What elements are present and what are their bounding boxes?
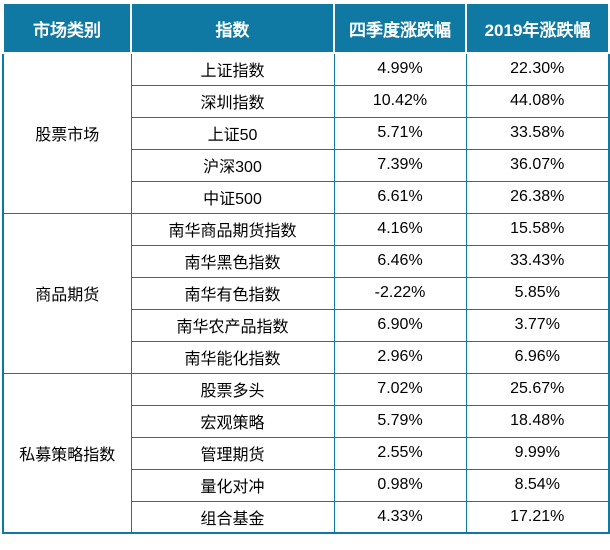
- index-name-cell: 南华农产品指数: [130, 308, 335, 342]
- q4-change-cell: 6.90%: [333, 308, 467, 342]
- index-name-cell: 南华商品期货指数: [130, 212, 335, 246]
- y2019-change-cell: 3.77%: [465, 308, 610, 342]
- y2019-change-cell: 36.07%: [465, 148, 610, 182]
- category-cell-private-strategy-index: 私募策略指数: [2, 372, 132, 534]
- index-name-cell: 量化对冲: [130, 468, 335, 502]
- table-row: 南华能化指数 2.96% 6.96%: [3, 340, 610, 374]
- index-name-cell: 沪深300: [130, 148, 335, 182]
- table-row: 上证50 5.71% 33.58%: [3, 116, 610, 150]
- index-name-cell: 股票多头: [130, 372, 335, 406]
- column-header-market-category: 市场类别: [2, 2, 132, 54]
- q4-change-cell: 4.33%: [333, 500, 467, 534]
- index-name-cell: 上证50: [130, 116, 335, 150]
- y2019-change-cell: 18.48%: [465, 404, 610, 438]
- table-row: 南华有色指数 -2.22% 5.85%: [3, 276, 610, 310]
- table-row: 私募策略指数 股票多头 7.02% 25.67%: [2, 372, 610, 534]
- q4-change-cell: 0.98%: [333, 468, 467, 502]
- q4-change-cell: 2.55%: [333, 436, 467, 470]
- table-row: 组合基金 4.33% 17.21%: [3, 500, 610, 534]
- index-name-cell: 南华能化指数: [130, 340, 335, 374]
- q4-change-cell: 6.46%: [333, 244, 467, 278]
- table-row: 商品期货 南华商品期货指数 4.16% 15.58%: [2, 212, 610, 374]
- y2019-change-cell: 44.08%: [465, 84, 610, 118]
- y2019-change-cell: 6.96%: [465, 340, 610, 374]
- y2019-change-cell: 15.58%: [465, 212, 610, 246]
- index-name-cell: 中证500: [130, 180, 335, 214]
- table-row: 股票市场 上证指数 4.99% 22.30%: [2, 52, 610, 214]
- table-row: 沪深300 7.39% 36.07%: [3, 148, 610, 182]
- y2019-change-cell: 33.58%: [465, 116, 610, 150]
- q4-change-cell: -2.22%: [333, 276, 467, 310]
- q4-change-cell: 4.16%: [333, 212, 467, 246]
- y2019-change-cell: 5.85%: [465, 276, 610, 310]
- y2019-change-cell: 26.38%: [465, 180, 610, 214]
- table-row: 中证500 6.61% 26.38%: [3, 180, 610, 214]
- table-row: 南华黑色指数 6.46% 33.43%: [3, 244, 610, 278]
- y2019-change-cell: 22.30%: [465, 52, 610, 86]
- table-row: 宏观策略 5.79% 18.48%: [3, 404, 610, 438]
- y2019-change-cell: 25.67%: [465, 372, 610, 406]
- index-name-cell: 南华有色指数: [130, 276, 335, 310]
- q4-change-cell: 7.39%: [333, 148, 467, 182]
- category-cell-commodity-futures: 商品期货: [2, 212, 132, 374]
- y2019-change-cell: 9.99%: [465, 436, 610, 470]
- table-row: 量化对冲 0.98% 8.54%: [3, 468, 610, 502]
- y2019-change-cell: 17.21%: [465, 500, 610, 534]
- table-row: 深圳指数 10.42% 44.08%: [3, 84, 610, 118]
- q4-change-cell: 5.71%: [333, 116, 467, 150]
- column-header-index: 指数: [130, 2, 335, 54]
- table-row: 南华农产品指数 6.90% 3.77%: [3, 308, 610, 342]
- q4-change-cell: 6.61%: [333, 180, 467, 214]
- q4-change-cell: 7.02%: [333, 372, 467, 406]
- y2019-change-cell: 8.54%: [465, 468, 610, 502]
- index-name-cell: 南华黑色指数: [130, 244, 335, 278]
- y2019-change-cell: 33.43%: [465, 244, 610, 278]
- indices-performance-table: 市场类别 指数 四季度涨跌幅 2019年涨跌幅 股票市场 上证指数 4.99% …: [2, 2, 610, 534]
- q4-change-cell: 2.96%: [333, 340, 467, 374]
- header-row: 市场类别 指数 四季度涨跌幅 2019年涨跌幅: [2, 2, 610, 54]
- index-name-cell: 管理期货: [130, 436, 335, 470]
- index-name-cell: 深圳指数: [130, 84, 335, 118]
- category-cell-stock-market: 股票市场: [2, 52, 132, 214]
- q4-change-cell: 4.99%: [333, 52, 467, 86]
- column-header-q4-change: 四季度涨跌幅: [333, 2, 467, 54]
- q4-change-cell: 5.79%: [333, 404, 467, 438]
- column-header-2019-change: 2019年涨跌幅: [465, 2, 610, 54]
- q4-change-cell: 10.42%: [333, 84, 467, 118]
- index-name-cell: 上证指数: [130, 52, 335, 86]
- index-name-cell: 组合基金: [130, 500, 335, 534]
- index-name-cell: 宏观策略: [130, 404, 335, 438]
